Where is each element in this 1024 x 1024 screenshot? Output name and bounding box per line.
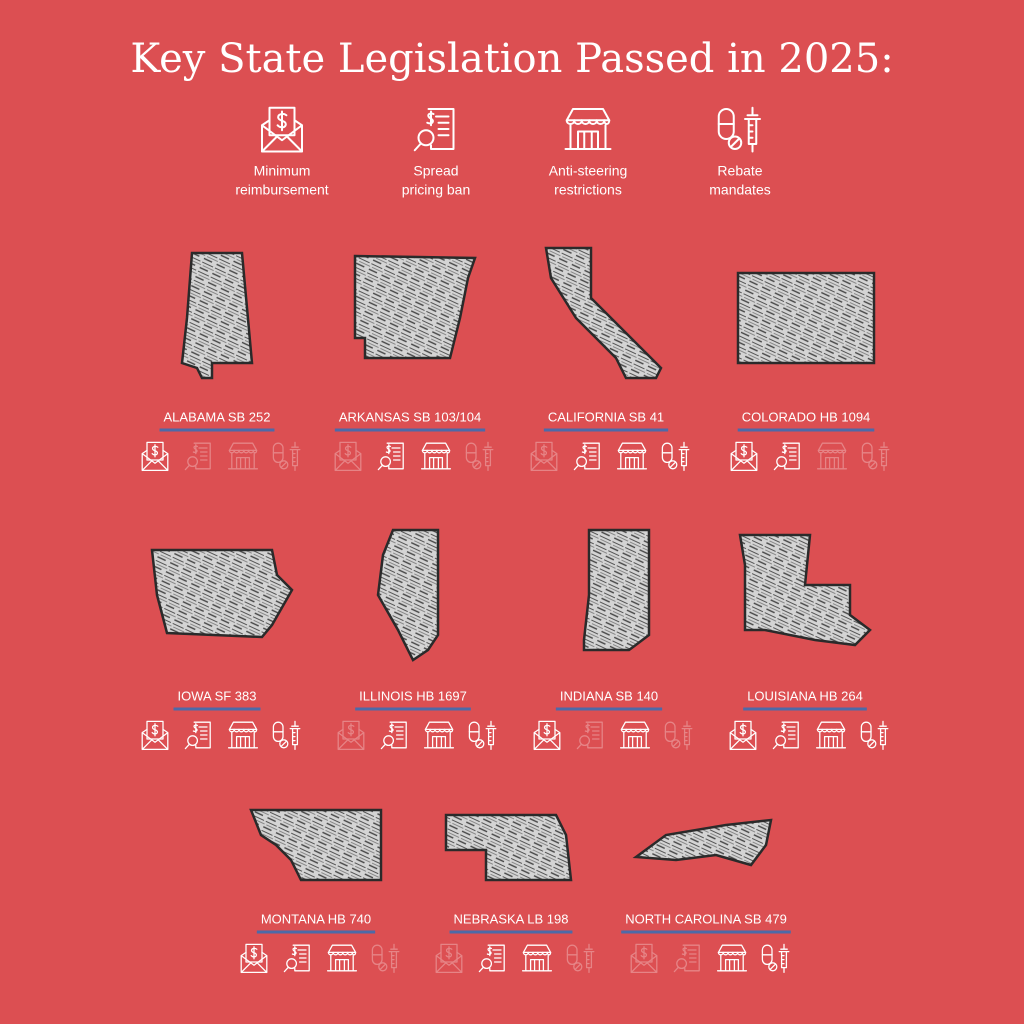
state-label: LOUISIANA HB 264 [747,688,863,703]
policy-icon [773,442,800,471]
policy-icon [435,943,463,974]
legend-icon [717,106,761,153]
state-label: NORTH CAROLINA SB 479 [625,911,787,926]
policy-icon [141,720,169,751]
policy-icon [716,944,748,972]
policy-icon [272,441,301,472]
policy-icon [730,441,758,472]
policy-icon [576,721,603,750]
state-label: ALABAMA SB 252 [164,409,271,424]
policy-icon [227,721,259,749]
legend-icon [564,108,612,150]
legend-label: Minimum [254,163,311,179]
state-map [738,533,872,647]
policy-icon [465,441,494,472]
policy-icon [533,720,561,751]
legend-icon [261,106,303,153]
state-label: COLORADO HB 1094 [742,409,871,424]
state-map [353,254,477,360]
legend-icon [413,108,455,152]
policy-icon [380,721,407,750]
title: Key State Legislation Passed in 2025: [130,36,893,82]
policy-icon [761,943,790,974]
legend-label: reimbursement [235,182,328,198]
policy-icon [283,944,310,973]
legend-label: mandates [709,182,770,198]
state-map [582,528,651,652]
policy-icon [326,944,358,972]
legend-label: pricing ban [402,182,471,198]
policy-icon [337,720,365,751]
policy-icon [272,720,301,751]
state-label: ILLINOIS HB 1697 [359,688,467,703]
policy-icon [860,720,889,751]
state-map [180,251,254,380]
policy-icon [673,944,700,973]
policy-icon [184,442,211,471]
legend-label: Spread [413,163,458,179]
policy-icon [861,441,890,472]
policy-icon [772,721,799,750]
policy-icon [468,720,497,751]
policy-icon [141,441,169,472]
policy-icon [334,441,362,472]
policy-icon [619,721,651,749]
policy-icon [423,721,455,749]
policy-icon [616,442,648,470]
policy-icon [816,442,848,470]
policy-icon [566,943,595,974]
legend-label: Anti-steering [549,163,628,179]
policy-icon [478,944,505,973]
policy-icon [420,442,452,470]
state-label: INDIANA SB 140 [560,688,658,703]
policy-icon [227,442,259,470]
policy-icon [664,720,693,751]
state-map [736,271,876,365]
policy-icon [729,720,757,751]
policy-icon [521,944,553,972]
state-label: MONTANA HB 740 [261,911,371,926]
legend-label: restrictions [554,182,622,198]
state-map [444,813,573,882]
policy-icon [377,442,404,471]
state-map [544,246,663,380]
state-map [376,528,440,662]
policy-icon [240,943,268,974]
policy-icon [371,943,400,974]
state-label: NEBRASKA LB 198 [454,911,569,926]
state-label: IOWA SF 383 [178,688,257,703]
state-map [632,818,773,867]
policy-icon [573,442,600,471]
policy-icon [630,943,658,974]
policy-icon [530,441,558,472]
policy-icon [661,441,690,472]
state-label: CALIFORNIA SB 41 [548,409,664,424]
policy-icon [184,721,211,750]
policy-icon [815,721,847,749]
state-label: ARKANSAS SB 103/104 [339,409,481,424]
state-map [150,548,294,639]
state-map [249,808,383,882]
legend-label: Rebate [717,163,762,179]
